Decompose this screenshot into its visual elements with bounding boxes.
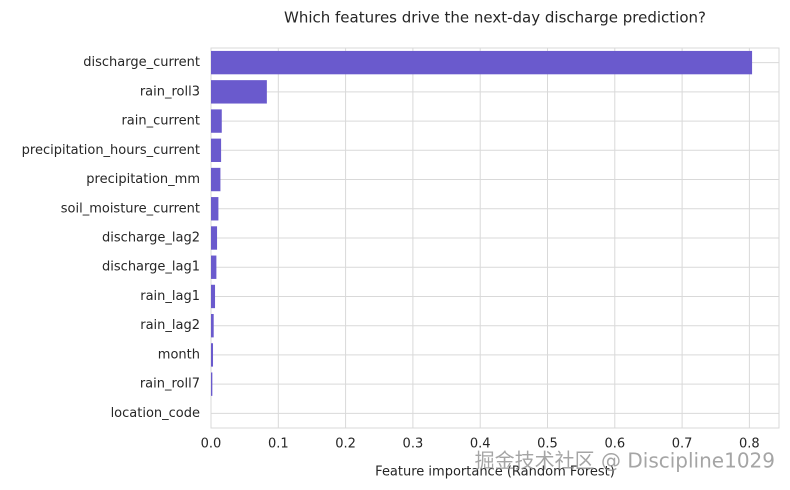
x-tick-label: 0.7 [672,437,693,452]
y-tick-label: precipitation_hours_current [22,143,200,158]
y-tick-label: rain_roll7 [140,377,200,392]
bar [211,284,216,309]
x-tick-label: 0.3 [403,437,424,452]
bar [211,255,217,279]
bar [211,80,267,104]
x-tick-label: 0.0 [201,437,222,452]
x-tick-label: 0.5 [537,437,558,452]
bar [211,314,214,338]
y-tick-label: month [158,347,200,362]
y-tick-label: discharge_lag2 [102,231,200,246]
bar [211,197,219,221]
y-tick-label: discharge_lag1 [102,260,200,275]
y-tick-label: soil_moisture_current [61,201,200,216]
x-tick-label: 0.8 [739,437,760,452]
y-tick-label: location_code [111,406,200,421]
bar [211,138,222,162]
chart-title: Which features drive the next-day discha… [284,9,706,27]
y-tick-label: rain_lag2 [140,318,200,333]
bar [211,226,218,250]
x-tick-label: 0.2 [335,437,356,452]
y-tick-label: rain_current [121,114,200,129]
bar [211,343,214,367]
y-tick-label: rain_lag1 [140,289,200,304]
bar [211,109,222,133]
y-tick-label: discharge_current [83,55,200,70]
x-tick-label: 0.1 [268,437,289,452]
bar [211,372,213,396]
x-tick-label: 0.6 [604,437,625,452]
bar [211,50,753,75]
watermark: 掘金技术社区 @ Discipline1029 [475,449,775,473]
bar [211,167,221,192]
x-axis-label: Feature importance (Random Forest) [375,465,615,480]
x-tick-label: 0.4 [470,437,491,452]
y-tick-label: precipitation_mm [86,172,200,187]
y-tick-label: rain_roll3 [140,84,200,99]
